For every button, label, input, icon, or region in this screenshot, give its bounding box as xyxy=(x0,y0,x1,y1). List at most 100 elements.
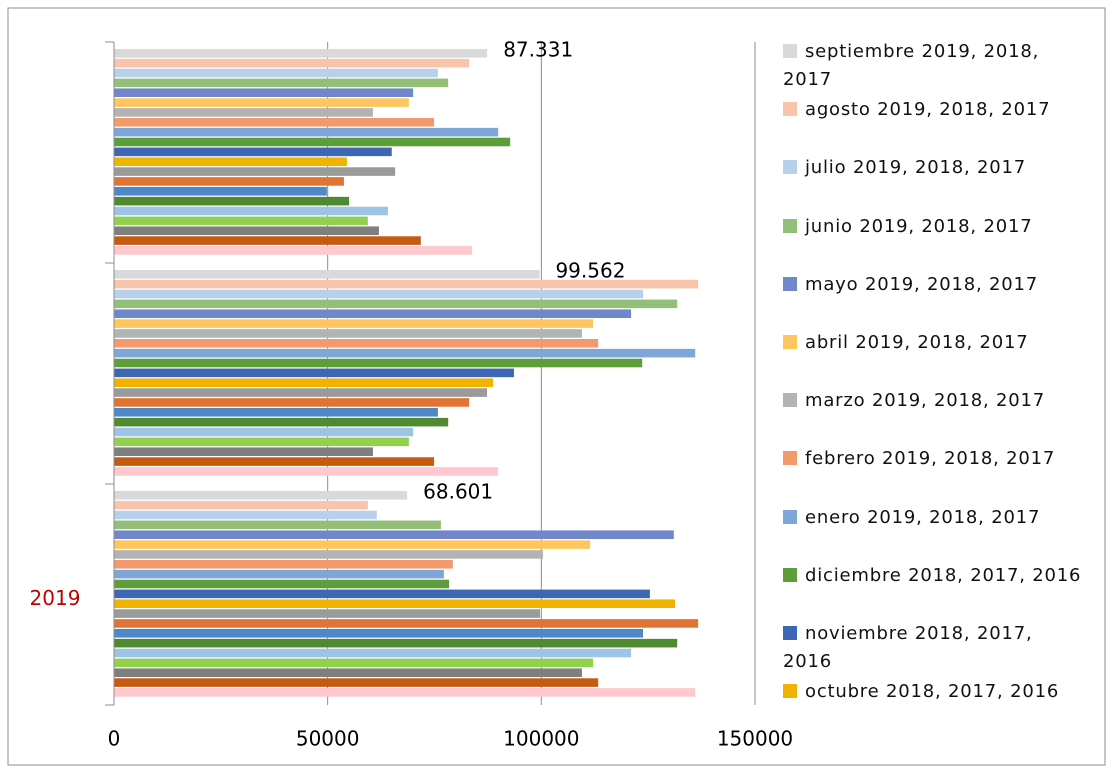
bar xyxy=(114,127,499,137)
legend-entry: junio 2019, 2018, 2017 xyxy=(783,213,1083,241)
bar xyxy=(114,388,488,397)
legend-entry: mayo 2019, 2018, 2017 xyxy=(783,271,1083,299)
bar xyxy=(114,427,414,437)
legend-entry: enero 2019, 2018, 2017 xyxy=(783,504,1083,532)
bar xyxy=(114,368,514,378)
bar xyxy=(114,49,488,58)
bar xyxy=(114,500,368,510)
legend-swatch xyxy=(783,393,797,408)
legend-label: junio 2019, 2018, 2017 xyxy=(805,215,1033,237)
bar xyxy=(114,68,438,78)
bar xyxy=(114,609,541,618)
bar xyxy=(114,157,347,167)
bar xyxy=(114,579,450,589)
legend-swatch xyxy=(783,218,797,233)
bar xyxy=(114,108,373,117)
bar xyxy=(114,196,350,206)
bar xyxy=(114,206,388,216)
bar xyxy=(114,88,414,98)
legend-entry: noviembre 2018, 2017, 2016 xyxy=(783,620,1083,676)
bar xyxy=(114,78,449,88)
bar xyxy=(114,437,409,447)
bar xyxy=(114,358,643,368)
bar xyxy=(114,118,435,127)
legend-swatch xyxy=(783,451,797,466)
legend-entry: abril 2019, 2018, 2017 xyxy=(783,329,1083,357)
bar xyxy=(114,629,644,638)
bar xyxy=(114,457,435,466)
bar xyxy=(114,447,373,457)
x-tick-label: 50000 xyxy=(296,727,360,751)
bar xyxy=(114,467,499,476)
legend-label: febrero 2019, 2018, 2017 xyxy=(805,448,1056,470)
bar xyxy=(114,329,582,338)
bar xyxy=(114,216,368,226)
legend-entry: julio 2019, 2018, 2017 xyxy=(783,154,1083,182)
bar xyxy=(114,540,591,549)
legend-label: diciembre 2018, 2017, 2016 xyxy=(805,564,1082,586)
legend-label: agosto 2019, 2018, 2017 xyxy=(805,99,1051,121)
bar xyxy=(114,246,473,255)
legend-label: abril 2019, 2018, 2017 xyxy=(805,332,1029,353)
legend-label: enero 2019, 2018, 2017 xyxy=(805,506,1041,528)
bar xyxy=(114,648,632,658)
bar xyxy=(114,550,544,559)
legend-entry: diciembre 2018, 2017, 2016 xyxy=(783,562,1083,590)
legend-label: julio 2019, 2018, 2017 xyxy=(805,157,1027,179)
legend-label: noviembre 2018, 2017, 2016 xyxy=(783,623,1033,672)
bar xyxy=(114,319,594,328)
category-label: 2019 xyxy=(30,586,81,610)
bar xyxy=(114,688,696,697)
bar xyxy=(114,299,678,309)
legend-entry: agosto 2019, 2018, 2017 xyxy=(783,96,1083,124)
bar xyxy=(114,58,470,68)
chart-border xyxy=(7,7,1106,766)
legend-swatch xyxy=(783,626,797,640)
legend-label: marzo 2019, 2018, 2017 xyxy=(805,390,1046,412)
bar xyxy=(114,599,676,609)
bar xyxy=(114,638,678,648)
bar xyxy=(114,236,421,245)
bar xyxy=(114,137,511,147)
legend-entry: septiembre 2019, 2018, 2017 xyxy=(783,38,1083,94)
bar xyxy=(114,491,408,500)
bar xyxy=(114,589,650,599)
bar xyxy=(114,348,696,358)
legend-swatch xyxy=(783,160,797,175)
bar xyxy=(114,279,699,289)
bar xyxy=(114,309,632,319)
bar xyxy=(114,417,449,427)
bar xyxy=(114,167,396,176)
legend-swatch xyxy=(783,44,797,58)
bar xyxy=(114,569,444,579)
legend-label: octubre 2018, 2017, 2016 xyxy=(805,681,1060,703)
x-tick-label: 100000 xyxy=(503,727,579,751)
bar xyxy=(114,520,441,530)
legend-swatch xyxy=(783,684,797,699)
bar xyxy=(114,668,582,678)
data-label: 87.331 xyxy=(503,38,573,62)
x-tick-label: 0 xyxy=(108,727,121,751)
bar xyxy=(114,226,379,236)
x-tick-label: 150000 xyxy=(717,727,793,751)
legend-entry: octubre 2018, 2017, 2016 xyxy=(783,678,1083,706)
legend-swatch xyxy=(783,335,797,349)
bar xyxy=(114,678,599,687)
bar xyxy=(114,177,344,186)
legend-label: septiembre 2019, 2018, 2017 xyxy=(783,41,1040,90)
legend-entry: febrero 2019, 2018, 2017 xyxy=(783,445,1083,473)
bar xyxy=(114,530,674,540)
data-label: 68.601 xyxy=(423,480,493,504)
bar xyxy=(114,560,453,569)
bar xyxy=(114,187,327,196)
legend-label: mayo 2019, 2018, 2017 xyxy=(805,273,1039,295)
bar xyxy=(114,98,409,107)
legend-entry: marzo 2019, 2018, 2017 xyxy=(783,387,1083,415)
bar xyxy=(114,339,599,348)
bar xyxy=(114,510,377,520)
bar xyxy=(114,658,594,668)
legend-swatch xyxy=(783,276,797,291)
bar xyxy=(114,270,540,279)
